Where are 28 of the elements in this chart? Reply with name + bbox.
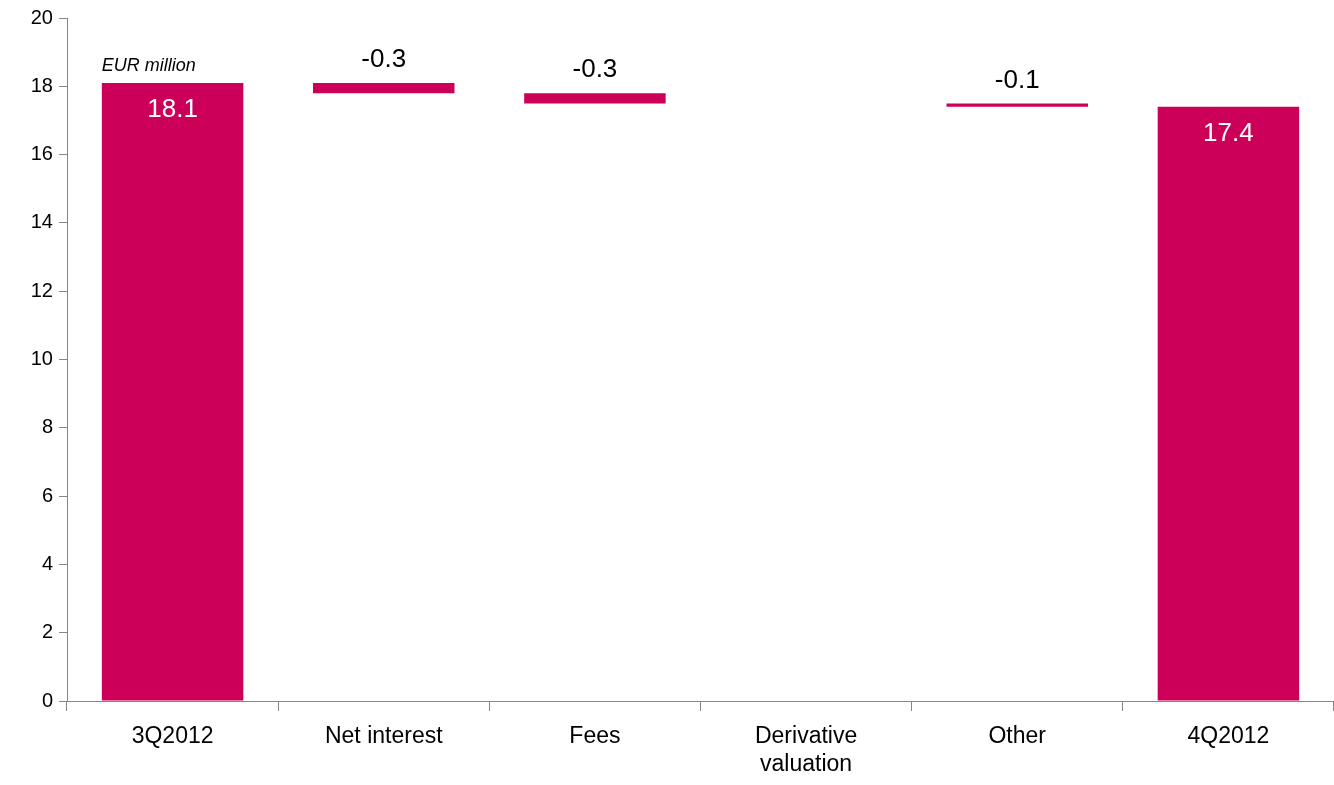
data-label: -0.1 [994, 63, 1040, 94]
y-tick-label: 6 [41, 483, 53, 506]
bar [524, 93, 666, 104]
y-tick-label: 2 [41, 620, 53, 643]
y-tick-label: 12 [30, 278, 53, 301]
data-label: -0.3 [572, 53, 618, 84]
y-tick-label: 14 [30, 210, 53, 233]
x-tick-label: Other [988, 722, 1047, 749]
bar [101, 82, 244, 701]
bar [313, 82, 455, 94]
bar [1157, 106, 1300, 701]
y-tick-label: 4 [41, 551, 53, 574]
y-tick-label: 8 [41, 415, 53, 438]
data-label: 17.4 [1203, 116, 1254, 147]
y-tick-label: 10 [30, 347, 53, 370]
x-tick-label: Net interest [324, 722, 444, 749]
x-tick-label: 3Q2012 [131, 722, 214, 749]
data-label: -0.3 [361, 43, 407, 74]
y-tick-label: 20 [30, 5, 53, 28]
y-tick-label: 0 [41, 688, 53, 711]
x-tick-label: Derivative valuation [754, 722, 858, 776]
annotation: EUR million [101, 54, 196, 75]
y-tick-label: 16 [30, 142, 53, 165]
data-label: 18.1 [147, 93, 198, 124]
x-tick-label: 4Q2012 [1187, 722, 1270, 749]
y-tick-label: 18 [30, 73, 53, 96]
x-tick-label: Fees [569, 722, 621, 749]
bar [946, 103, 1088, 107]
